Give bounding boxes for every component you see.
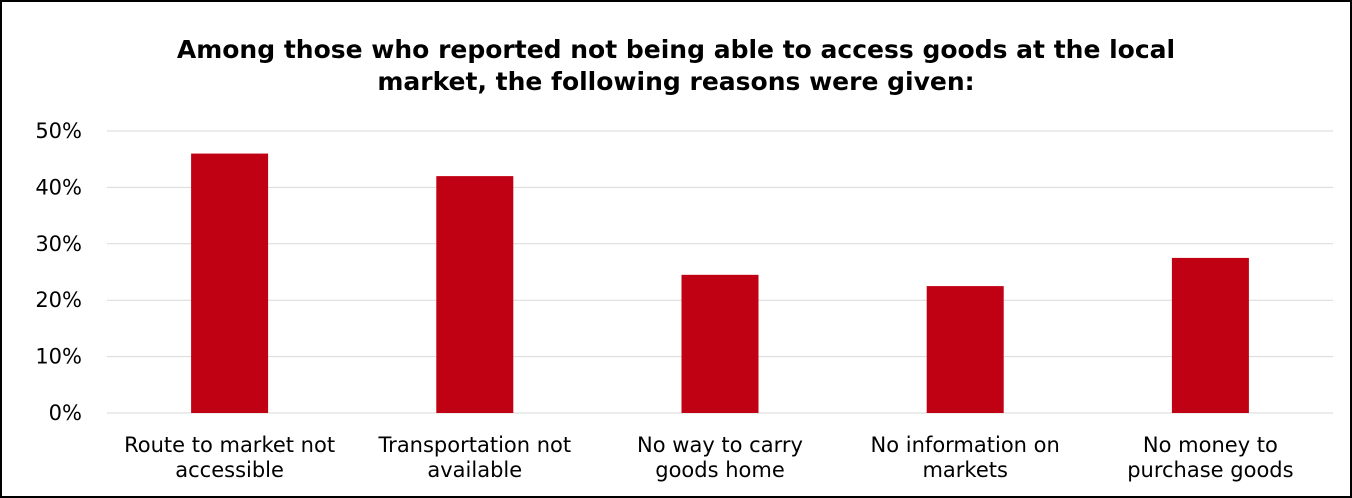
y-tick-label: 30% — [35, 232, 82, 256]
bar — [191, 153, 269, 413]
y-tick-label: 20% — [35, 288, 82, 312]
bar — [926, 286, 1004, 413]
x-category-label: Transportation not available — [377, 433, 571, 482]
bar — [681, 274, 759, 413]
x-category-label: No information on markets — [871, 433, 1060, 482]
y-tick-label: 0% — [49, 401, 82, 425]
chart-title: Among those who reported not being able … — [0, 34, 1352, 98]
y-tick-label: 40% — [35, 175, 82, 199]
y-axis-ticks: 0% 10% 20% 30% 40% 50% — [35, 119, 82, 425]
x-category-label: No money to purchase goods — [1127, 433, 1293, 482]
x-axis-labels: Route to market not accessible Transportat… — [124, 433, 1293, 482]
x-category-label: No way to carry goods home — [637, 433, 803, 482]
bar — [1171, 257, 1249, 413]
x-category-label: Route to market not accessible — [124, 433, 335, 482]
bars — [191, 153, 1249, 413]
chart-title-line-1: Among those who reported not being able … — [176, 35, 1176, 64]
chart-title-line-2: market, the following reasons were given… — [377, 67, 975, 96]
y-tick-label: 10% — [35, 345, 82, 369]
bar — [436, 176, 514, 413]
y-tick-label: 50% — [35, 119, 82, 143]
